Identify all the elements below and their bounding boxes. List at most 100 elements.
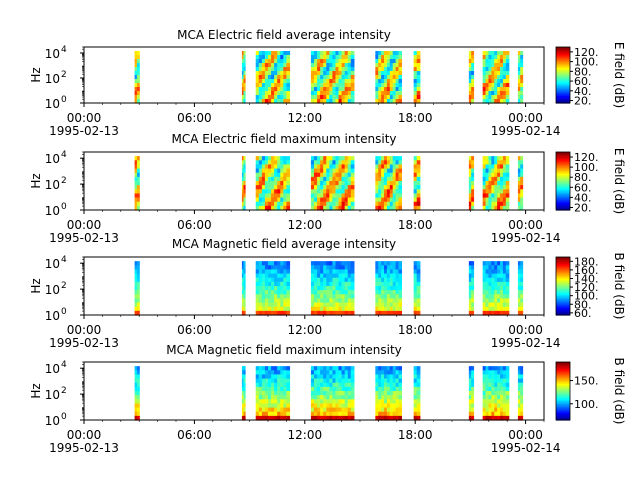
colorbar-tick-label: 80. <box>574 171 592 184</box>
x-date-label: 1995-02-13 <box>49 231 119 245</box>
data-block <box>134 366 140 421</box>
x-tick-label: 00:00 <box>67 218 102 232</box>
data-block <box>255 366 291 421</box>
colorbar: 60.80.100.120.140.160.180. B field (dB) <box>555 253 626 320</box>
y-tick-exponent: 4 <box>61 255 67 265</box>
y-axis-label: Hz <box>29 383 43 398</box>
colorbar-tick-label: 140. <box>574 272 599 285</box>
data-block <box>517 366 524 421</box>
y-axis-label: Hz <box>29 278 43 293</box>
x-tick-label: 06:00 <box>177 218 212 232</box>
data-block <box>241 51 246 104</box>
colorbar: 20.40.60.80.100.120. E field (dB) <box>555 148 626 214</box>
data-block <box>468 366 475 421</box>
panel-title: MCA Magnetic field maximum intensity <box>166 343 402 357</box>
data-block <box>517 261 524 316</box>
x-tick-label: 00:00 <box>67 323 102 337</box>
colorbar-tick-label: 180. <box>574 255 599 268</box>
x-tick-label: 00:00 <box>67 428 102 442</box>
x-tick-label: 06:00 <box>177 428 212 442</box>
panel-1: MCA Electric field average intensityHz10… <box>29 28 626 138</box>
data-block <box>310 51 355 104</box>
y-tick-label: 10 <box>45 47 60 61</box>
colorbar-label: E field (dB) <box>612 148 626 214</box>
y-tick-label: 10 <box>45 257 60 271</box>
y-tick-exponent: 4 <box>61 150 67 160</box>
y-tick-label: 10 <box>45 362 60 376</box>
data-block <box>255 261 291 316</box>
y-tick-exponent: 0 <box>61 307 67 317</box>
data-block <box>310 156 355 211</box>
x-tick-label: 12:00 <box>288 323 323 337</box>
x-tick-label: 18:00 <box>398 111 433 125</box>
x-date-label: 1995-02-13 <box>49 441 119 455</box>
panel-4: MCA Magnetic field maximum intensityHz10… <box>29 343 626 455</box>
y-tick-exponent: 2 <box>61 281 67 291</box>
panel-2: MCA Electric field maximum intensityHz10… <box>29 132 626 245</box>
panel-title: MCA Electric field average intensity <box>177 28 391 42</box>
data-block <box>375 366 402 421</box>
data-block <box>375 261 402 316</box>
y-tick-exponent: 0 <box>61 95 67 105</box>
colorbar-tick-label: 120. <box>574 151 599 164</box>
colorbar-tick-label: 160. <box>574 264 599 277</box>
colorbar-tick-label: 100. <box>574 161 599 174</box>
colorbar-tick-label: 20. <box>574 95 592 108</box>
x-tick-label: 18:00 <box>398 428 433 442</box>
colorbar-tick-label: 60. <box>574 75 592 88</box>
colorbar-tick-label: 120. <box>574 46 599 59</box>
colorbar-tick-label: 80. <box>574 298 592 311</box>
data-block <box>468 261 475 316</box>
y-tick-exponent: 2 <box>61 176 67 186</box>
data-block <box>413 366 421 421</box>
y-tick-label: 10 <box>45 72 60 86</box>
colorbar-tick-label: 80. <box>574 65 592 78</box>
data-block <box>413 156 421 211</box>
colorbar-tick-label: 100. <box>574 398 599 411</box>
colorbar-label: E field (dB) <box>612 42 626 108</box>
x-tick-label: 00:00 <box>508 218 543 232</box>
colorbar-label: B field (dB) <box>612 358 626 425</box>
data-block <box>134 51 140 104</box>
x-date-label: 1995-02-14 <box>491 336 561 350</box>
colorbar-tick-label: 60. <box>574 181 592 194</box>
colorbar-label: B field (dB) <box>612 253 626 320</box>
y-tick-label: 10 <box>45 283 60 297</box>
x-tick-label: 12:00 <box>288 111 323 125</box>
data-block <box>134 156 140 211</box>
colorbar-tick-label: 40. <box>574 85 592 98</box>
x-tick-label: 12:00 <box>288 428 323 442</box>
y-tick-label: 10 <box>45 309 60 323</box>
data-block <box>517 51 524 104</box>
colorbar-tick-label: 60. <box>574 307 592 320</box>
colorbar: 20.40.60.80.100.120. E field (dB) <box>555 42 626 108</box>
data-block <box>241 261 246 316</box>
y-tick-exponent: 2 <box>61 70 67 80</box>
data-block <box>241 156 246 211</box>
panel-3: MCA Magnetic field average intensityHz10… <box>29 237 626 350</box>
x-date-label: 1995-02-13 <box>49 124 119 138</box>
data-block <box>468 51 475 104</box>
panel-title: MCA Electric field maximum intensity <box>171 132 396 146</box>
data-block <box>482 261 510 316</box>
y-tick-label: 10 <box>45 97 60 111</box>
x-tick-label: 18:00 <box>398 323 433 337</box>
data-block <box>482 156 510 211</box>
colorbar-tick-label: 40. <box>574 191 592 204</box>
data-block <box>134 261 140 316</box>
x-tick-label: 00:00 <box>508 111 543 125</box>
y-tick-label: 10 <box>45 414 60 428</box>
data-block <box>468 156 475 211</box>
y-axis-label: Hz <box>29 67 43 82</box>
data-block <box>255 156 291 211</box>
data-block <box>310 261 355 316</box>
data-block <box>375 156 402 211</box>
x-date-label: 1995-02-14 <box>491 231 561 245</box>
data-block <box>482 51 510 104</box>
x-date-label: 1995-02-13 <box>49 336 119 350</box>
axes-frame <box>83 46 545 104</box>
axes-frame <box>83 151 545 211</box>
colorbar-tick-label: 100. <box>574 290 599 303</box>
colorbar-tick-label: 120. <box>574 281 599 294</box>
